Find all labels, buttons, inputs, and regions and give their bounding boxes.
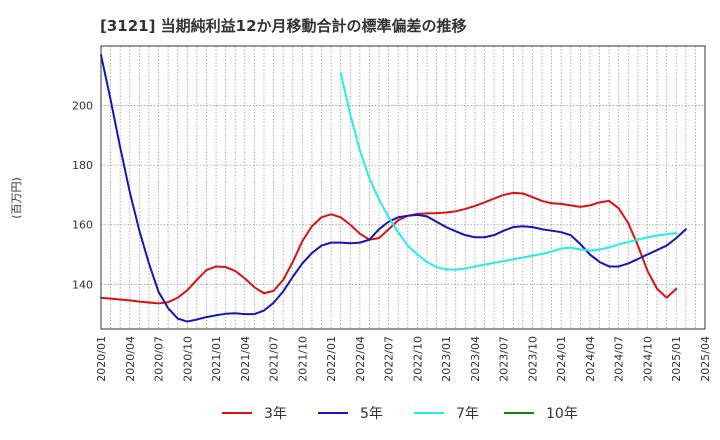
x-tick-label: 2023/10 (526, 336, 539, 382)
legend-label: 10年 (546, 406, 578, 422)
y-tick-label: 200 (72, 100, 93, 113)
y-axis-label: (百万円) (10, 177, 23, 219)
x-tick-label: 2023/01 (440, 336, 453, 382)
y-tick-label: 180 (72, 159, 93, 172)
legend-label: 3年 (264, 406, 287, 422)
x-tick-label: 2024/04 (584, 336, 597, 382)
x-tick-label: 2022/07 (383, 336, 396, 382)
x-tick-label: 2022/04 (354, 336, 367, 382)
x-tick-label: 2020/04 (124, 336, 137, 382)
y-axis-ticks: 140 160 180 200 (72, 100, 93, 292)
x-tick-label: 2021/01 (210, 336, 223, 382)
x-tick-label: 2025/04 (699, 336, 712, 382)
x-tick-label: 2024/07 (613, 336, 626, 382)
x-tick-label: 2022/01 (325, 336, 338, 382)
x-tick-label: 2022/10 (411, 336, 424, 382)
legend-label: 5年 (360, 406, 383, 422)
x-tick-label: 2021/07 (268, 336, 281, 382)
x-tick-label: 2021/10 (296, 336, 309, 382)
series-line-7年 (339, 71, 678, 271)
x-tick-label: 2023/04 (469, 336, 482, 382)
x-tick-label: 2020/07 (153, 336, 166, 382)
legend: 3年 5年 7年 10年 (222, 406, 578, 422)
x-tick-label: 2024/10 (641, 336, 654, 382)
x-tick-label: 2024/01 (555, 336, 568, 382)
x-tick-label: 2020/10 (181, 336, 194, 382)
x-axis-ticks: 2020/01 2020/04 2020/07 2020/10 2021/01 2021/… (95, 336, 712, 382)
grid (101, 46, 705, 329)
x-tick-label: 2025/01 (670, 336, 683, 382)
x-tick-label: 2023/07 (498, 336, 511, 382)
series-line-3年 (100, 191, 678, 305)
series-lines (100, 53, 687, 323)
x-tick-label: 2020/01 (95, 336, 108, 382)
chart-title: [3121] 当期純利益12か月移動合計の標準偏差の推移 (100, 17, 467, 35)
y-tick-label: 140 (72, 278, 93, 291)
plot-frame (100, 45, 706, 330)
y-tick-label: 160 (72, 219, 93, 232)
x-tick-label: 2021/04 (239, 336, 252, 382)
series-line-5年 (100, 53, 687, 323)
legend-label: 7年 (456, 406, 479, 422)
